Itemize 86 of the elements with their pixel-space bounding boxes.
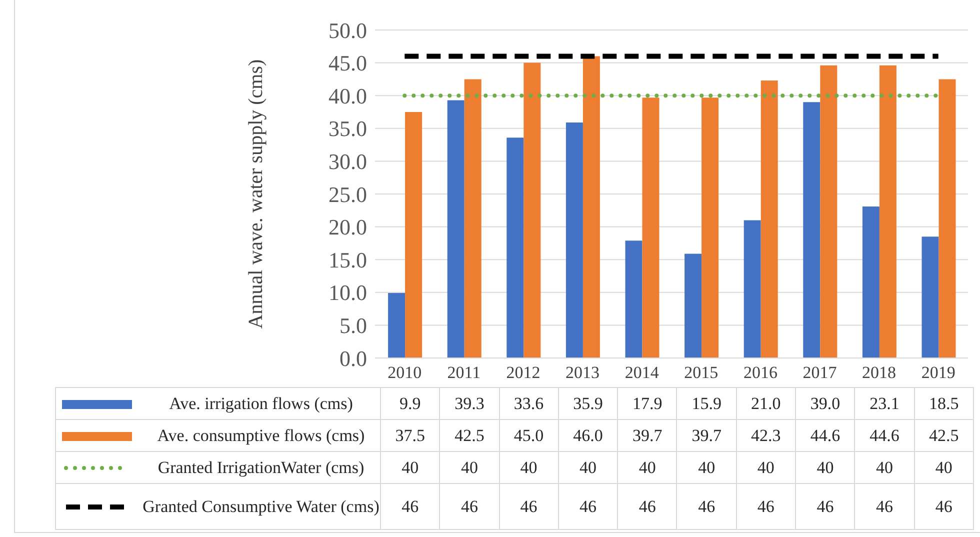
data-label: 15.9 xyxy=(676,388,736,420)
data-label: 46 xyxy=(499,484,558,530)
bar xyxy=(820,65,838,358)
x-tick-label: 2010 xyxy=(388,363,422,382)
y-axis-title: Annual wave. water supply (cms) xyxy=(245,59,268,329)
data-label: 46 xyxy=(676,484,736,530)
data-label: 45.0 xyxy=(499,420,558,452)
bar xyxy=(388,293,406,358)
bar xyxy=(506,138,524,358)
legend-label: Ave. irrigation flows (cms) xyxy=(168,394,354,414)
x-tick-label: 2016 xyxy=(743,363,778,382)
y-tick-label: 30.0 xyxy=(328,149,367,174)
x-tick-label: 2019 xyxy=(921,363,956,382)
x-tick-label: 2017 xyxy=(802,363,838,382)
bar xyxy=(447,100,464,358)
bar xyxy=(702,98,719,358)
data-label: 40 xyxy=(618,452,677,484)
data-label: 42.3 xyxy=(736,420,796,452)
data-label: 17.9 xyxy=(618,388,677,420)
bar xyxy=(803,102,820,358)
bar xyxy=(684,254,702,358)
x-tick-label: 2014 xyxy=(624,363,660,382)
bar xyxy=(642,98,660,358)
data-label: 21.0 xyxy=(736,388,796,420)
data-label: 40 xyxy=(380,452,440,484)
data-label: 46 xyxy=(558,484,618,530)
data-label: 46 xyxy=(796,484,855,530)
y-tick-label: 50.0 xyxy=(328,18,367,43)
bar xyxy=(922,236,939,358)
y-tick-label: 25.0 xyxy=(328,182,367,207)
data-label: 46 xyxy=(914,484,974,530)
data-label: 40 xyxy=(736,452,796,484)
y-tick-label: 10.0 xyxy=(328,280,367,306)
data-label: 46 xyxy=(618,484,677,530)
y-tick-label: 35.0 xyxy=(328,116,367,142)
data-label: 46 xyxy=(440,484,500,530)
data-label: 42.5 xyxy=(914,420,974,452)
bar xyxy=(566,122,583,358)
bar xyxy=(938,79,956,358)
bar xyxy=(760,80,778,358)
legend-label: Granted Consumptive Water (cms) xyxy=(142,496,380,516)
bar xyxy=(744,220,761,358)
x-tick-label: 2013 xyxy=(566,363,600,382)
data-label: 40 xyxy=(914,452,974,484)
data-label: 18.5 xyxy=(914,388,974,420)
bar xyxy=(524,62,541,358)
data-label: 39.7 xyxy=(618,420,677,452)
data-label: 42.5 xyxy=(440,420,500,452)
y-tick-label: 40.0 xyxy=(328,83,367,108)
data-label: 9.9 xyxy=(380,388,440,420)
x-tick-label: 2018 xyxy=(862,363,896,382)
data-label: 46.0 xyxy=(558,420,618,452)
y-tick-label: 45.0 xyxy=(328,50,367,76)
bar xyxy=(464,79,482,358)
data-label: 46 xyxy=(736,484,796,530)
data-label: 44.6 xyxy=(854,420,914,452)
data-label: 39.3 xyxy=(440,388,500,420)
data-label: 40 xyxy=(499,452,558,484)
y-tick-label: 20.0 xyxy=(328,214,367,240)
x-tick-label: 2011 xyxy=(447,363,481,382)
data-label: 23.1 xyxy=(854,388,914,420)
data-label: 35.9 xyxy=(558,388,618,420)
bar xyxy=(879,65,896,358)
y-tick-label: 0.0 xyxy=(340,346,367,371)
data-label: 40 xyxy=(440,452,500,484)
data-label: 39.0 xyxy=(796,388,855,420)
data-label: 33.6 xyxy=(499,388,558,420)
data-label: 46 xyxy=(380,484,440,530)
bar xyxy=(625,240,642,358)
bar xyxy=(405,112,422,358)
data-label: 37.5 xyxy=(380,420,440,452)
data-label: 39.7 xyxy=(676,420,736,452)
x-tick-label: 2015 xyxy=(684,363,718,382)
data-label: 44.6 xyxy=(796,420,855,452)
data-label: 40 xyxy=(854,452,914,484)
legend-label: Granted IrrigationWater (cms) xyxy=(156,458,366,478)
data-label: 46 xyxy=(854,484,914,530)
data-label: 40 xyxy=(558,452,618,484)
bar xyxy=(862,206,880,358)
y-tick-label: 15.0 xyxy=(328,247,367,272)
data-label: 40 xyxy=(796,452,855,484)
x-tick-label: 2012 xyxy=(506,363,540,382)
bar xyxy=(582,56,600,358)
y-tick-label: 5.0 xyxy=(340,313,367,338)
legend-label: Ave. consumptive flows (cms) xyxy=(156,426,366,446)
data-label: 40 xyxy=(676,452,736,484)
